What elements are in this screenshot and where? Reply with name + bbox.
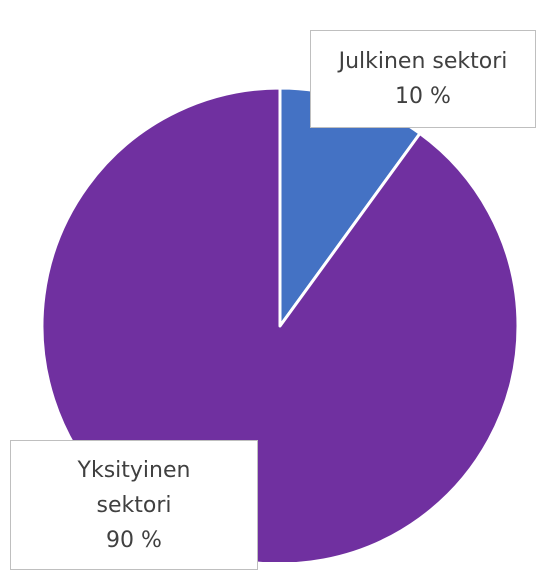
value-label: 90 %	[106, 527, 162, 553]
category-label: Yksityinen sektori	[77, 457, 191, 518]
data-label: Julkinen sektori 10 %	[310, 30, 536, 128]
value-label: 10 %	[395, 84, 451, 109]
data-label: Yksityinen sektori 90 %	[10, 440, 258, 570]
category-label: Julkinen sektori	[338, 49, 508, 74]
